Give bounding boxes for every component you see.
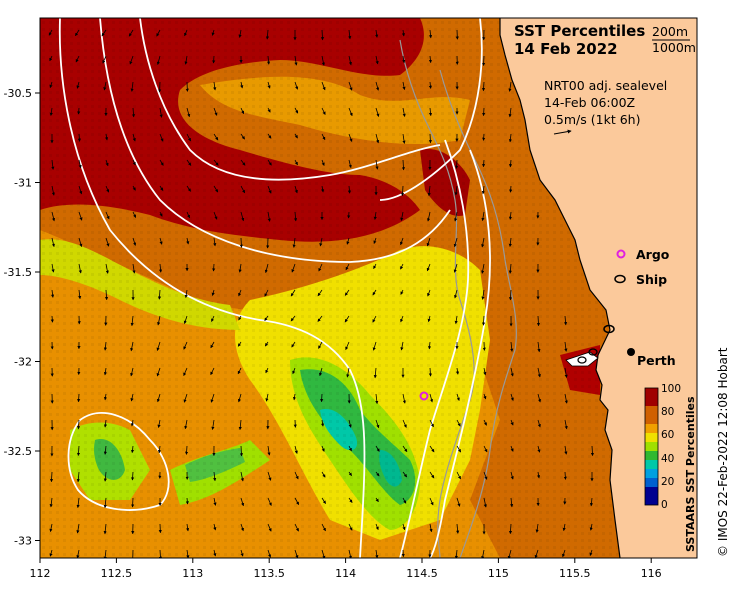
vector-scale-label: 0.5m/s (1kt 6h) bbox=[544, 112, 640, 127]
current-arrow bbox=[457, 160, 458, 168]
current-arrow bbox=[214, 56, 215, 63]
perth-label: Perth bbox=[637, 353, 676, 368]
x-axis: 112 112.5 113 113.5 114 114.5 115 115.5 116 bbox=[30, 558, 662, 580]
x-tick-label: 113 bbox=[182, 567, 203, 580]
perth-marker bbox=[627, 348, 635, 356]
current-arrow bbox=[241, 238, 242, 247]
current-arrow bbox=[79, 108, 80, 114]
x-tick-label: 116 bbox=[641, 567, 662, 580]
colorbar-label-80: 80 bbox=[661, 406, 674, 418]
x-tick-label: 112.5 bbox=[101, 567, 133, 580]
colorbar-label-100: 100 bbox=[661, 383, 681, 395]
colorbar-title: SSTAARS SST Percentiles bbox=[684, 396, 697, 552]
map-date: 14 Feb 2022 bbox=[514, 40, 618, 58]
y-tick-label: -31 bbox=[14, 177, 32, 190]
y-tick-label: -32 bbox=[14, 356, 32, 369]
colorbar-label-60: 60 bbox=[661, 429, 674, 441]
ship-legend-label: Ship bbox=[636, 272, 667, 287]
current-arrow bbox=[430, 134, 431, 143]
y-tick-label: -30.5 bbox=[4, 87, 32, 100]
x-tick-label: 112 bbox=[30, 567, 51, 580]
current-arrow bbox=[322, 394, 323, 402]
map-title: SST Percentiles bbox=[514, 22, 645, 40]
current-arrow bbox=[133, 498, 134, 507]
x-tick-label: 115 bbox=[488, 567, 509, 580]
y-tick-label: -31.5 bbox=[4, 266, 32, 279]
current-arrow bbox=[79, 394, 80, 402]
time-label: 14-Feb 06:00Z bbox=[544, 95, 635, 110]
y-tick-label: -33 bbox=[14, 535, 32, 548]
y-axis: -30.5 -31 -31.5 -32 -32.5 -33 bbox=[4, 87, 40, 548]
colorbar-label-0: 0 bbox=[661, 499, 668, 511]
y-tick-label: -32.5 bbox=[4, 445, 32, 458]
contour-legend-1000m: 1000m bbox=[652, 40, 696, 55]
colorbar-label-20: 20 bbox=[661, 476, 674, 488]
x-tick-label: 114.5 bbox=[406, 567, 438, 580]
current-arrow bbox=[349, 212, 350, 218]
product-label: NRT00 adj. sealevel bbox=[544, 78, 667, 93]
x-tick-label: 113.5 bbox=[253, 567, 285, 580]
colorbar-label-40: 40 bbox=[661, 453, 674, 465]
x-tick-label: 114 bbox=[335, 567, 356, 580]
x-tick-label: 115.5 bbox=[559, 567, 591, 580]
imos-credit: © IMOS 22-Feb-2022 12:08 Hobart bbox=[716, 347, 730, 557]
current-arrow bbox=[52, 316, 53, 322]
current-arrow bbox=[484, 134, 485, 140]
current-arrow bbox=[484, 108, 485, 116]
current-arrow bbox=[214, 264, 215, 271]
contour-legend-200m: 200m bbox=[652, 24, 688, 39]
current-arrow bbox=[565, 472, 566, 479]
current-arrow bbox=[484, 56, 485, 66]
argo-legend-label: Argo bbox=[636, 247, 670, 262]
